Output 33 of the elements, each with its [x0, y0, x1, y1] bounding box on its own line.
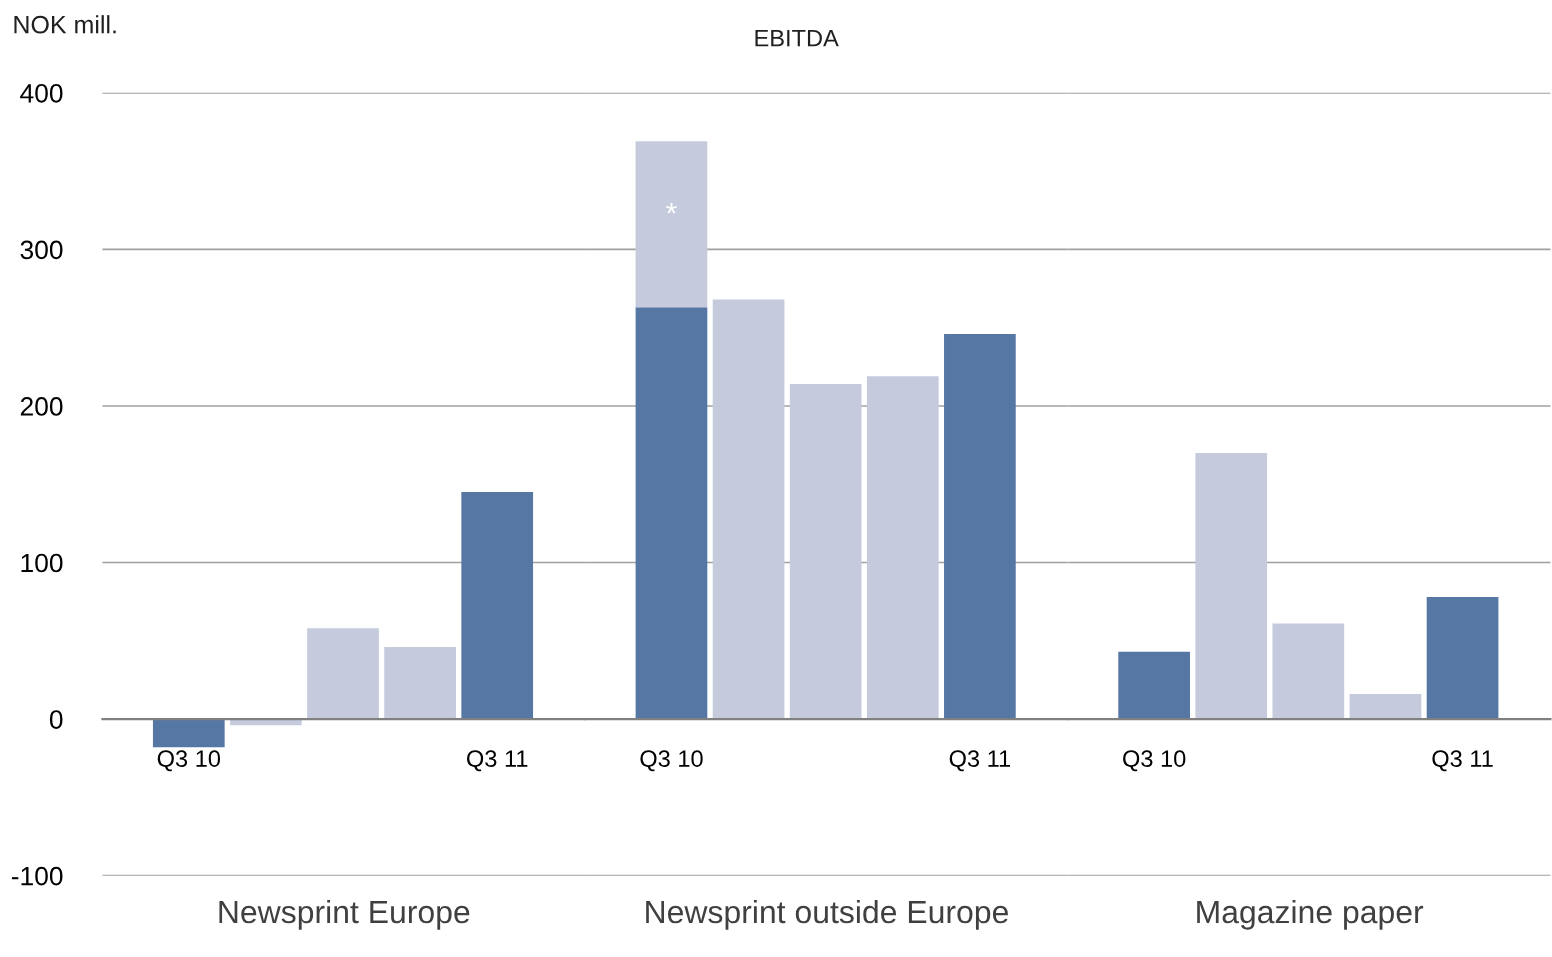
bar: [1195, 452, 1268, 720]
y-tick-label: 100: [21, 553, 63, 573]
x-tick-label: Q3 11: [1432, 750, 1493, 772]
bar: [789, 384, 862, 720]
y-tick-label: 200: [20, 397, 63, 416]
x-tick-label: Q3 10: [1123, 750, 1186, 772]
y-axis-title: NOK mill.: [14, 15, 116, 34]
x-tick-label: Q3 11: [949, 750, 1011, 772]
x-axis-title: Magazine paper: [1197, 899, 1424, 930]
x-axis-title: Newsprint outside Europe: [646, 899, 1008, 930]
x-tick-label: Q3 10: [640, 750, 703, 772]
bar: [1426, 596, 1499, 720]
y-tick-label: 300: [20, 240, 63, 260]
bar: [384, 647, 456, 720]
bar: [461, 492, 534, 720]
bar: [635, 307, 708, 720]
bar: [712, 299, 785, 720]
y-tick-label: -100: [11, 866, 63, 886]
bar: [152, 719, 225, 748]
bar: [1349, 694, 1422, 720]
x-axis-title: Newsprint Europe: [219, 899, 470, 930]
chart-title: EBITDA: [755, 30, 839, 47]
bar: [1272, 623, 1345, 720]
x-tick-label: Q3 11: [467, 750, 528, 772]
bar: [866, 376, 939, 720]
bar: [307, 628, 379, 720]
bar: [944, 333, 1016, 720]
bar: [635, 141, 708, 308]
annotation: *: [666, 202, 677, 214]
y-tick-label: 0: [49, 710, 63, 729]
bar: [1118, 651, 1190, 720]
x-tick-label: Q3 10: [157, 750, 221, 772]
y-tick-label: 400: [20, 83, 63, 103]
